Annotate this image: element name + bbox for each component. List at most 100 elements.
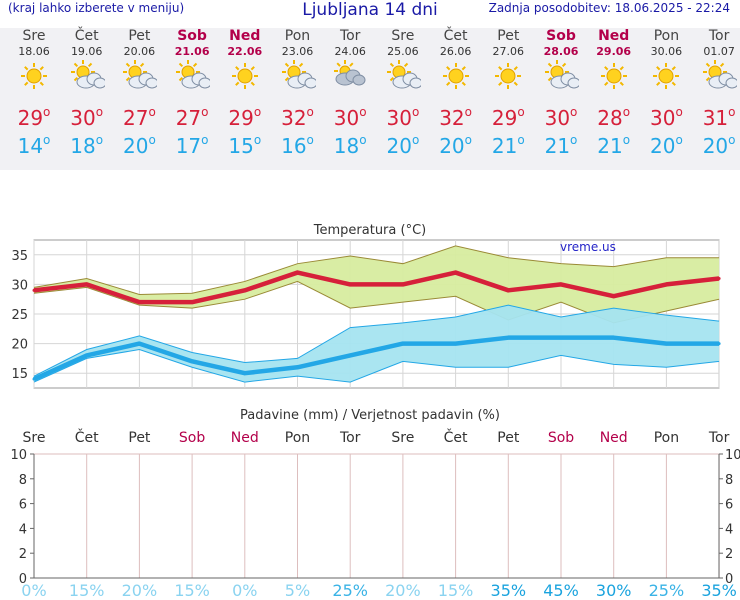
y-tick-label: 20 [11, 338, 28, 353]
min-temp-point [664, 342, 668, 346]
day-date: 24.06 [334, 45, 366, 58]
temp-min: 16o [281, 133, 314, 158]
day-name: Sre [22, 28, 46, 44]
day-date: 19.06 [70, 45, 103, 58]
day-date: 01.07 [703, 45, 735, 58]
temp-min: 21o [544, 133, 578, 158]
precip-probability-label: 20% [385, 581, 421, 600]
sun-cloud-icon [61, 58, 113, 98]
max-temp-point [85, 282, 89, 286]
min-temp-point [454, 342, 458, 346]
min-temp-point [348, 353, 352, 357]
max-temp-point [559, 282, 563, 286]
temp-max: 32o [281, 105, 314, 130]
y-tick-label-right: 0 [725, 572, 733, 587]
precip-probability-label: 20% [122, 581, 158, 600]
day-column: Tor 01.07 31o 20o [693, 28, 740, 158]
day-name: Pet [497, 28, 520, 44]
y-tick-label-left: 10 [10, 448, 27, 463]
x-day-label: Pon [654, 430, 679, 446]
temp-min: 18o [70, 133, 104, 158]
day-date: 23.06 [281, 45, 314, 58]
day-name: Sob [546, 28, 576, 44]
y-tick-label: 30 [11, 278, 28, 293]
day-column: Čet 26.06 32o 20o [430, 28, 482, 158]
day-column: Sre 18.06 29o 14o [8, 28, 60, 158]
day-date: 29.06 [596, 45, 632, 58]
temp-min: 21o [597, 133, 631, 158]
watermark: vreme.us [560, 240, 616, 254]
temp-max: 30o [333, 105, 367, 130]
temp-max: 28o [597, 105, 631, 130]
temp-max: 30o [649, 105, 683, 130]
temp-min: 15o [228, 133, 262, 158]
sun-icon [219, 58, 271, 98]
min-temp-line [33, 335, 720, 382]
temp-max: 30o [386, 105, 420, 130]
day-name: Čet [74, 28, 99, 44]
sun-icon [430, 58, 482, 98]
day-name: Tor [339, 28, 361, 44]
sun-cloud-icon [166, 58, 218, 98]
max-temp-point [137, 300, 141, 304]
precip-probability-label: 0% [232, 581, 257, 600]
x-day-label: Sre [23, 430, 46, 446]
y-tick-label-left: 6 [19, 498, 27, 513]
x-day-label: Pon [285, 430, 310, 446]
min-temp-point [137, 342, 141, 346]
max-temp-point [348, 282, 352, 286]
y-tick-label-right: 10 [725, 448, 740, 463]
max-temp-point [401, 282, 405, 286]
day-column: Sre 25.06 30o 20o [377, 28, 429, 158]
precip-probability-label: 15% [438, 581, 474, 600]
max-temp-point [664, 282, 668, 286]
day-name: Ned [598, 28, 630, 44]
precip-probability-label: 0% [21, 581, 46, 600]
precipitation-chart-title: Padavine (mm) / Verjetnost padavin (%) [240, 408, 500, 423]
min-temp-point [717, 342, 721, 346]
temp-min: 17o [175, 133, 209, 158]
day-column: Pet 20.06 27o 20o [113, 28, 165, 158]
sun-icon [482, 58, 534, 98]
y-tick-label: 15 [11, 367, 28, 382]
sun-cloud-icon [113, 58, 165, 98]
y-tick-label-right: 6 [725, 498, 733, 513]
max-temp-point [32, 288, 36, 292]
menu-hint[interactable]: (kraj lahko izberete v meniju) [8, 1, 185, 15]
min-temp-point [401, 342, 405, 346]
precip-probability-label: 35% [491, 581, 527, 600]
temp-max: 30o [70, 105, 104, 130]
sun-cloud-icon [693, 58, 740, 98]
y-tick-label-right: 8 [725, 473, 733, 488]
temp-min: 20o [649, 133, 683, 158]
day-column: Pon 30.06 30o 20o [640, 28, 692, 158]
precip-probability-label: 15% [174, 581, 210, 600]
temp-min: 21o [491, 133, 525, 158]
y-tick-label-left: 0 [19, 572, 27, 587]
min-temp-point [243, 371, 247, 375]
sun-cloud-icon [377, 58, 429, 98]
precip-probability-label: 30% [596, 581, 632, 600]
x-day-label: Sre [391, 430, 414, 446]
x-day-label: Ned [231, 430, 259, 446]
temp-max: 29o [228, 105, 262, 130]
max-temp-point [243, 288, 247, 292]
precip-probability-label: 15% [69, 581, 105, 600]
max-temp-point [612, 294, 616, 298]
day-date: 27.06 [492, 45, 525, 58]
page-title: Ljubljana 14 dni [302, 0, 438, 20]
temp-max: 29o [17, 105, 51, 130]
day-name: Sob [177, 28, 207, 44]
day-column: Sob 21.06 27o 17o [166, 28, 218, 158]
day-name: Pon [653, 28, 680, 44]
day-column: Sob 28.06 30o 21o [535, 28, 587, 158]
x-day-label: Pet [128, 430, 151, 446]
sun-icon [588, 58, 640, 98]
day-name: Čet [443, 28, 468, 44]
max-temp-point [506, 288, 510, 292]
day-date: 20.06 [123, 45, 156, 58]
day-date: 25.06 [387, 45, 419, 58]
temp-max: 32o [439, 105, 472, 130]
x-day-label: Tor [339, 430, 361, 446]
